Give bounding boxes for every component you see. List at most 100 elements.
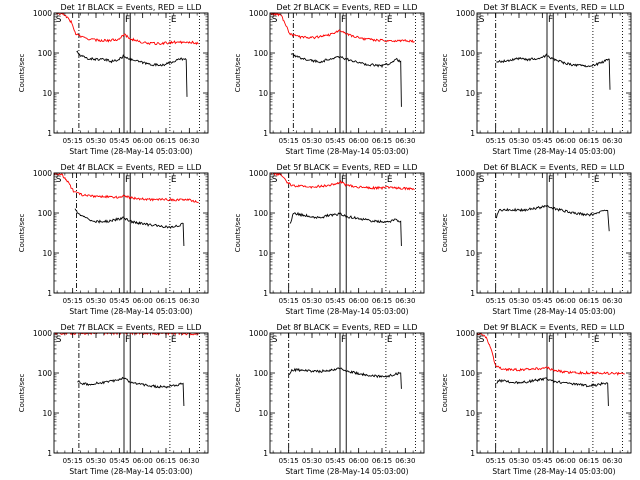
y-tick-label: 1 — [263, 289, 268, 298]
y-axis-label: Counts/sec — [234, 374, 242, 413]
x-tick-label: 06:15 — [372, 457, 392, 465]
detector-panel: Det 2f BLACK = Events, RED = LLD Counts/s… — [234, 3, 425, 156]
y-tick-label: 100 — [254, 49, 269, 58]
x-axis-label: Start Time (28-May-14 05:03:00) — [69, 467, 192, 476]
y-tick-label: 1000 — [33, 169, 52, 178]
events-series-line — [290, 53, 402, 107]
x-axis-label: Start Time (28-May-14 05:03:00) — [285, 467, 408, 476]
panel-title: Det 6f BLACK = Events, RED = LLD — [483, 163, 624, 172]
y-tick-label: 10 — [42, 409, 52, 418]
x-tick-label: 06:00 — [133, 137, 153, 145]
plot-frame — [53, 172, 209, 294]
panel-title: Det 7f BLACK = Events, RED = LLD — [60, 323, 201, 332]
segment-marker-label: E — [171, 335, 177, 345]
y-tick-label: 1 — [263, 129, 268, 138]
panel-title: Det 9f BLACK = Events, RED = LLD — [483, 323, 624, 332]
plot-frame — [476, 172, 632, 294]
events-series-line — [289, 367, 402, 389]
x-tick-label: 05:15 — [279, 137, 299, 145]
x-tick-label: 06:15 — [372, 297, 392, 305]
y-tick-label: 10 — [258, 249, 268, 258]
x-tick-label: 05:45 — [109, 457, 129, 465]
x-tick-label: 06:30 — [602, 457, 622, 465]
x-tick-label: 06:15 — [579, 457, 599, 465]
events-series-line — [76, 50, 188, 97]
y-tick-label: 1 — [470, 289, 475, 298]
y-tick-label: 1000 — [249, 169, 268, 178]
y-axis-label: Counts/sec — [18, 214, 26, 253]
detector-panel: Det 7f BLACK = Events, RED = LLD Counts/s… — [18, 323, 209, 476]
x-tick-label: 05:15 — [63, 137, 83, 145]
y-tick-label: 1000 — [33, 329, 52, 338]
y-tick-label: 10 — [465, 409, 475, 418]
segment-marker-label: F — [125, 175, 130, 185]
segment-marker-label: S — [272, 15, 278, 25]
x-tick-label: 05:30 — [86, 137, 106, 145]
events-series-line — [495, 204, 610, 232]
x-tick-label: 05:30 — [509, 457, 529, 465]
x-tick-label: 06:00 — [133, 457, 153, 465]
plot-frame — [269, 172, 425, 294]
x-tick-label: 06:15 — [156, 297, 176, 305]
plot-frame — [476, 332, 632, 454]
segment-marker-label: F — [125, 15, 130, 25]
x-tick-label: 06:00 — [556, 457, 576, 465]
segment-marker-label: F — [341, 335, 346, 345]
y-tick-label: 1000 — [249, 329, 268, 338]
segment-marker-label: F — [125, 335, 130, 345]
y-tick-label: 10 — [465, 249, 475, 258]
segment-marker-label: E — [594, 335, 600, 345]
x-tick-label: 05:15 — [279, 297, 299, 305]
x-tick-label: 05:45 — [532, 457, 552, 465]
y-tick-label: 100 — [254, 209, 269, 218]
x-tick-label: 06:30 — [179, 297, 199, 305]
x-tick-label: 06:30 — [179, 457, 199, 465]
x-tick-label: 05:45 — [532, 137, 552, 145]
y-tick-label: 100 — [38, 209, 53, 218]
segment-marker-label: S — [272, 175, 278, 185]
x-tick-label: 06:00 — [556, 297, 576, 305]
x-tick-label: 06:15 — [579, 137, 599, 145]
x-tick-label: 06:30 — [602, 137, 622, 145]
plot-frame — [269, 12, 425, 134]
segment-marker-label: F — [548, 175, 553, 185]
x-tick-label: 05:15 — [486, 457, 506, 465]
y-axis-label: Counts/sec — [441, 214, 449, 253]
detector-panel: Det 8f BLACK = Events, RED = LLD Counts/s… — [234, 323, 425, 476]
y-tick-label: 1 — [263, 449, 268, 458]
detector-panel: Det 6f BLACK = Events, RED = LLD Counts/s… — [441, 163, 632, 316]
y-axis-label: Counts/sec — [234, 214, 242, 253]
y-tick-label: 10 — [42, 249, 52, 258]
x-tick-label: 05:15 — [486, 137, 506, 145]
segment-marker-label: F — [341, 15, 346, 25]
y-tick-label: 10 — [465, 89, 475, 98]
x-tick-label: 06:00 — [556, 137, 576, 145]
y-axis-label: Counts/sec — [18, 374, 26, 413]
segment-marker-label: S — [479, 15, 485, 25]
x-tick-label: 06:15 — [579, 297, 599, 305]
x-tick-label: 05:30 — [302, 297, 322, 305]
y-axis-label: Counts/sec — [441, 54, 449, 93]
x-tick-label: 06:30 — [395, 137, 415, 145]
y-tick-label: 100 — [254, 369, 269, 378]
y-tick-label: 1000 — [33, 9, 52, 18]
lld-series-line — [270, 173, 415, 191]
x-tick-label: 05:30 — [302, 457, 322, 465]
y-tick-label: 10 — [258, 89, 268, 98]
y-tick-label: 1000 — [456, 9, 475, 18]
x-tick-label: 06:15 — [372, 137, 392, 145]
y-axis-label: Counts/sec — [234, 54, 242, 93]
x-tick-label: 05:45 — [325, 297, 345, 305]
y-tick-label: 10 — [258, 409, 268, 418]
x-tick-label: 06:30 — [602, 297, 622, 305]
plot-frame — [53, 12, 209, 134]
x-tick-label: 06:15 — [156, 457, 176, 465]
y-tick-label: 1 — [470, 129, 475, 138]
x-axis-label: Start Time (28-May-14 05:03:00) — [69, 307, 192, 316]
x-tick-label: 06:00 — [349, 457, 369, 465]
segment-marker-label: S — [56, 15, 62, 25]
segment-marker-label: E — [594, 15, 600, 25]
y-tick-label: 1 — [470, 449, 475, 458]
x-tick-label: 05:45 — [325, 137, 345, 145]
